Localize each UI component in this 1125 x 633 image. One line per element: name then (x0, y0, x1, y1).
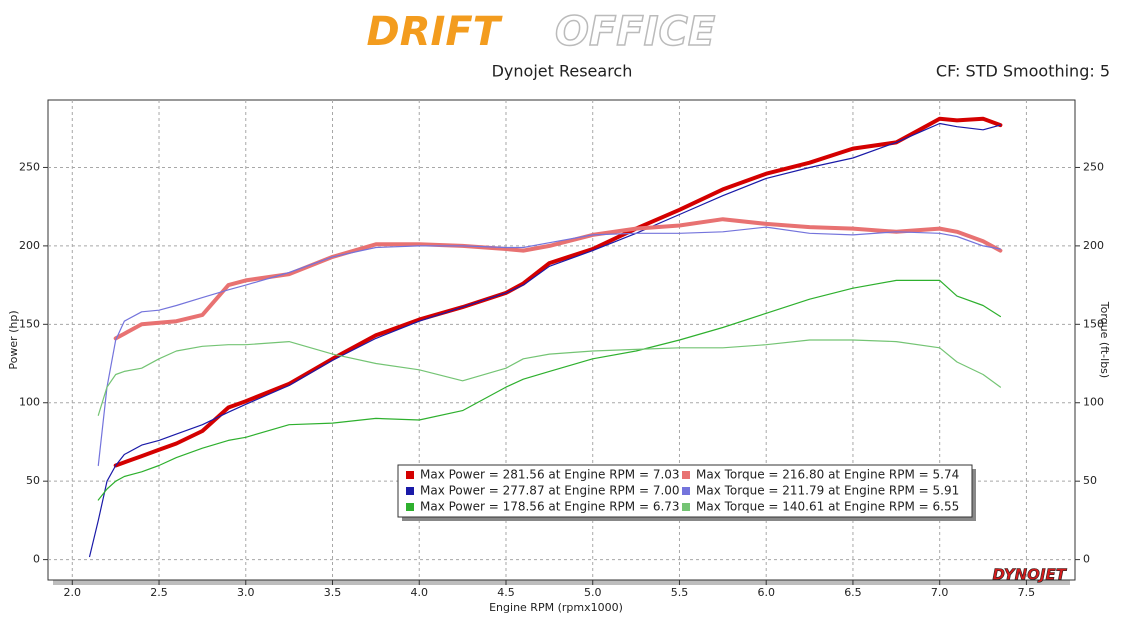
legend-swatch (682, 471, 690, 479)
x-tick-label: 4.5 (497, 586, 515, 599)
legend-label: Max Power = 281.56 at Engine RPM = 7.03 (420, 468, 680, 482)
x-tick-label: 7.5 (1018, 586, 1036, 599)
series-line (97, 279, 1001, 501)
x-tick-label: 2.5 (150, 586, 168, 599)
y2-tick-label: 150 (1083, 317, 1104, 330)
x-tick-label: 3.0 (237, 586, 255, 599)
x-tick-label: 5.0 (584, 586, 602, 599)
legend-label: Max Torque = 140.61 at Engine RPM = 6.55 (696, 500, 959, 514)
y-tick-label: 0 (33, 553, 40, 566)
x-axis-label: Engine RPM (rpmx1000) (489, 601, 623, 614)
y2-tick-label: 250 (1083, 160, 1104, 173)
y-tick-label: 200 (19, 239, 40, 252)
y2-tick-label: 200 (1083, 239, 1104, 252)
legend-label: Max Torque = 216.80 at Engine RPM = 5.74 (696, 468, 959, 482)
x-tick-label: 6.0 (757, 586, 775, 599)
series-line (113, 217, 1003, 341)
y2-tick-label: 50 (1083, 474, 1097, 487)
y-tick-label: 150 (19, 317, 40, 330)
x-tick-label: 3.5 (324, 586, 342, 599)
watermark: DYNOJET (992, 566, 1067, 584)
series-line (97, 339, 1001, 416)
logo-right: OFFICE (555, 9, 715, 55)
grid: 2.0 2.5 3.0 3.5 4.0 4.5 5.0 5.5 6.0 6.5 7.0 7.5 0 50 1… (19, 100, 1104, 599)
legend-swatch (406, 471, 414, 479)
legend-label: Max Power = 277.87 at Engine RPM = 7.00 (420, 484, 680, 498)
series-line (97, 226, 1001, 467)
y-tick-label: 50 (26, 474, 40, 487)
series-line (113, 116, 1003, 468)
y2-axis-label: Torque (ft-lbs) (1098, 301, 1111, 378)
legend: Max Power = 281.56 at Engine RPM = 7.03 M… (397, 464, 976, 521)
y-tick-label: 250 (19, 160, 40, 173)
series-line (89, 122, 1001, 558)
y2-tick-label: 100 (1083, 396, 1104, 409)
lines (89, 116, 1003, 558)
x-tick-label: 7.0 (931, 586, 949, 599)
logo-left: DRIFT (367, 9, 503, 55)
legend-swatch (406, 503, 414, 511)
header-title: Dynojet Research (492, 62, 633, 81)
x-tick-label: 4.0 (410, 586, 428, 599)
legend-swatch (406, 487, 414, 495)
x-tick-label: 5.5 (671, 586, 689, 599)
x-tick-label: 2.0 (64, 586, 82, 599)
legend-label: Max Power = 178.56 at Engine RPM = 6.73 (420, 500, 680, 514)
y2-tick-label: 0 (1083, 553, 1090, 566)
y-axis-label: Power (hp) (7, 310, 20, 369)
legend-swatch (682, 503, 690, 511)
header-settings: CF: STD Smoothing: 5 (936, 62, 1110, 81)
y-tick-label: 100 (19, 396, 40, 409)
x-tick-label: 6.5 (844, 586, 862, 599)
legend-label: Max Torque = 211.79 at Engine RPM = 5.91 (696, 484, 959, 498)
legend-swatch (682, 487, 690, 495)
